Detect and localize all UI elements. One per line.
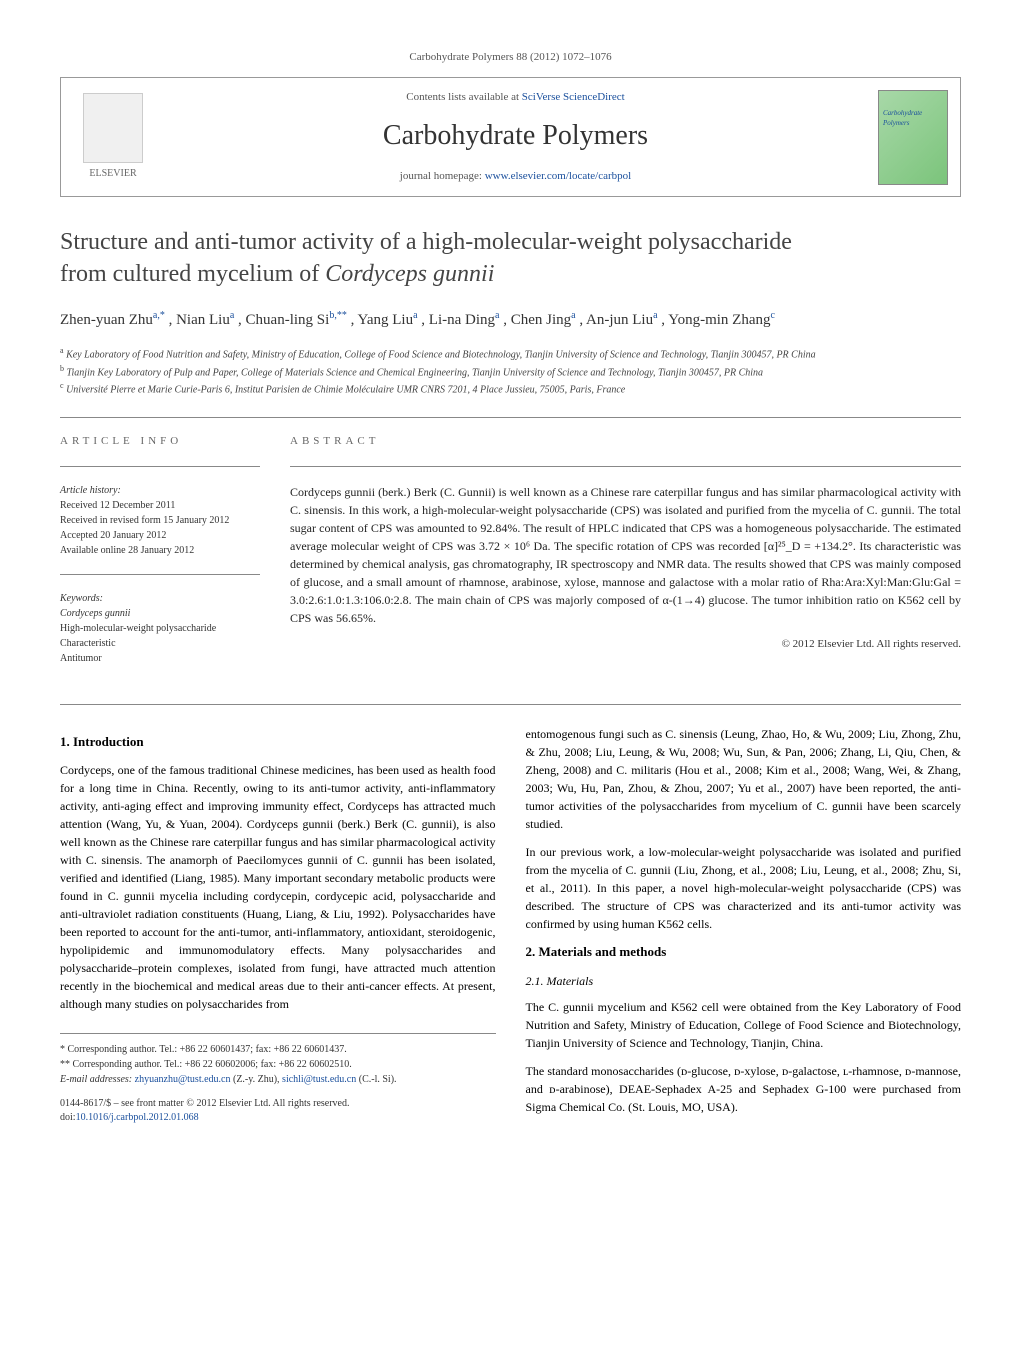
email-2-link[interactable]: sichli@tust.edu.cn	[282, 1074, 356, 1085]
keyword-1: Cordyceps gunnii	[60, 606, 260, 621]
affiliation-c-text: Université Pierre et Marie Curie-Paris 6…	[66, 384, 625, 395]
citation-line: Carbohydrate Polymers 88 (2012) 1072–107…	[60, 50, 961, 65]
author-5: , Li-na Ding	[421, 312, 495, 328]
keywords-label: Keywords:	[60, 591, 260, 606]
author-7-aff: a	[653, 310, 657, 321]
author-2: , Nian Liu	[169, 312, 230, 328]
history-label: Article history:	[60, 483, 260, 498]
abstract-copyright: © 2012 Elsevier Ltd. All rights reserved…	[290, 637, 961, 652]
author-8-aff: c	[770, 310, 774, 321]
intro-p1: Cordyceps, one of the famous traditional…	[60, 761, 496, 1013]
accepted-date: Accepted 20 January 2012	[60, 528, 260, 543]
homepage-line: journal homepage: www.elsevier.com/locat…	[173, 169, 858, 184]
received-date: Received 12 December 2011	[60, 498, 260, 513]
footnotes: * Corresponding author. Tel.: +86 22 606…	[60, 1033, 496, 1087]
affiliation-c: c Université Pierre et Marie Curie-Paris…	[60, 380, 961, 397]
email-label: E-mail addresses:	[60, 1074, 135, 1085]
info-abstract-row: ARTICLE INFO Article history: Received 1…	[60, 434, 961, 679]
affiliation-b: b Tianjin Key Laboratory of Pulp and Pap…	[60, 363, 961, 380]
contents-prefix: Contents lists available at	[406, 91, 521, 103]
intro-heading: 1. Introduction	[60, 733, 496, 751]
elsevier-tree-icon	[83, 93, 143, 163]
doi-label: doi:	[60, 1112, 76, 1123]
journal-header-box: ELSEVIER Contents lists available at Sci…	[60, 77, 961, 197]
materials-p2: The standard monosaccharides (ᴅ-glucose,…	[526, 1062, 962, 1116]
materials-heading: 2.1. Materials	[526, 973, 962, 990]
article-info-heading: ARTICLE INFO	[60, 434, 260, 449]
homepage-prefix: journal homepage:	[400, 170, 485, 182]
author-3: , Chuan-ling Si	[238, 312, 329, 328]
title-line2-italic: Cordyceps gunnii	[325, 261, 494, 287]
info-divider-1	[60, 466, 260, 467]
affiliation-a: a Key Laboratory of Food Nutrition and S…	[60, 345, 961, 362]
journal-cover-label: Carbohydrate Polymers	[883, 109, 947, 129]
online-date: Available online 28 January 2012	[60, 543, 260, 558]
publisher-logo: ELSEVIER	[73, 87, 153, 187]
materials-p1: The C. gunnii mycelium and K562 cell wer…	[526, 998, 962, 1052]
copyright-footer: 0144-8617/$ – see front matter © 2012 El…	[60, 1097, 496, 1125]
left-column: 1. Introduction Cordyceps, one of the fa…	[60, 725, 496, 1126]
divider-bottom	[60, 704, 961, 705]
doi-line: doi:10.1016/j.carbpol.2012.01.068	[60, 1111, 496, 1125]
issn-line: 0144-8617/$ – see front matter © 2012 El…	[60, 1097, 496, 1111]
author-6: , Chen Jing	[503, 312, 571, 328]
abstract-divider	[290, 466, 961, 467]
corresponding-2: ** Corresponding author. Tel.: +86 22 60…	[60, 1057, 496, 1072]
homepage-link[interactable]: www.elsevier.com/locate/carbpol	[485, 170, 632, 182]
article-history-block: Article history: Received 12 December 20…	[60, 483, 260, 558]
author-1: Zhen-yuan Zhu	[60, 312, 153, 328]
article-title: Structure and anti-tumor activity of a h…	[60, 227, 961, 289]
doi-link[interactable]: 10.1016/j.carbpol.2012.01.068	[76, 1112, 199, 1123]
col2-p1: entomogenous fungi such as C. sinensis (…	[526, 725, 962, 833]
divider-top	[60, 417, 961, 418]
title-line1: Structure and anti-tumor activity of a h…	[60, 229, 792, 255]
affiliation-b-text: Tianjin Key Laboratory of Pulp and Paper…	[67, 367, 764, 378]
keyword-3: Characteristic	[60, 636, 260, 651]
email-line: E-mail addresses: zhyuanzhu@tust.edu.cn …	[60, 1072, 496, 1087]
publisher-name: ELSEVIER	[89, 167, 136, 181]
author-2-aff: a	[230, 310, 234, 321]
contents-line: Contents lists available at SciVerse Sci…	[173, 90, 858, 105]
author-1-aff: a,*	[153, 310, 165, 321]
affiliation-a-text: Key Laboratory of Food Nutrition and Saf…	[66, 350, 816, 361]
author-4-aff: a	[413, 310, 417, 321]
author-6-aff: a	[571, 310, 575, 321]
keywords-block: Keywords: Cordyceps gunnii High-molecula…	[60, 591, 260, 666]
article-info-col: ARTICLE INFO Article history: Received 1…	[60, 434, 260, 679]
keyword-2: High-molecular-weight polysaccharide	[60, 621, 260, 636]
abstract-text: Cordyceps gunnii (berk.) Berk (C. Gunnii…	[290, 483, 961, 627]
author-7: , An-jun Liu	[579, 312, 653, 328]
info-divider-2	[60, 574, 260, 575]
abstract-heading: ABSTRACT	[290, 434, 961, 449]
journal-name: Carbohydrate Polymers	[173, 116, 858, 155]
body-columns: 1. Introduction Cordyceps, one of the fa…	[60, 725, 961, 1126]
author-3-aff: b,**	[329, 310, 347, 321]
authors-line: Zhen-yuan Zhua,* , Nian Liua , Chuan-lin…	[60, 308, 961, 332]
corresponding-1: * Corresponding author. Tel.: +86 22 606…	[60, 1042, 496, 1057]
revised-date: Received in revised form 15 January 2012	[60, 513, 260, 528]
abstract-col: ABSTRACT Cordyceps gunnii (berk.) Berk (…	[290, 434, 961, 679]
header-center: Contents lists available at SciVerse Sci…	[153, 90, 878, 184]
sciencedirect-link[interactable]: SciVerse ScienceDirect	[522, 91, 625, 103]
email-2-who: (C.-l. Si).	[356, 1074, 396, 1085]
author-5-aff: a	[495, 310, 499, 321]
journal-cover-thumb: Carbohydrate Polymers	[878, 90, 948, 185]
page: Carbohydrate Polymers 88 (2012) 1072–107…	[0, 0, 1021, 1176]
author-4: , Yang Liu	[351, 312, 414, 328]
col2-p2: In our previous work, a low-molecular-we…	[526, 843, 962, 933]
methods-heading: 2. Materials and methods	[526, 943, 962, 961]
title-line2-pre: from cultured mycelium of	[60, 261, 325, 287]
affiliations: a Key Laboratory of Food Nutrition and S…	[60, 345, 961, 397]
email-1-who: (Z.-y. Zhu),	[230, 1074, 282, 1085]
email-1-link[interactable]: zhyuanzhu@tust.edu.cn	[135, 1074, 231, 1085]
keyword-4: Antitumor	[60, 651, 260, 666]
right-column: entomogenous fungi such as C. sinensis (…	[526, 725, 962, 1126]
author-8: , Yong-min Zhang	[661, 312, 770, 328]
